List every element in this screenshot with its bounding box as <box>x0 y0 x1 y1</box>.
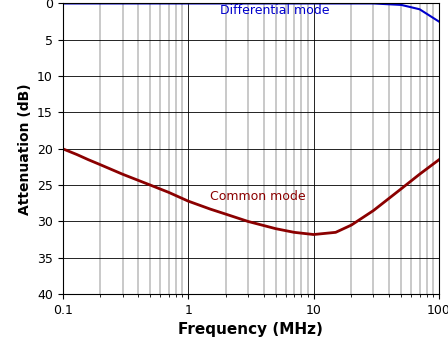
Text: Common mode: Common mode <box>210 190 306 203</box>
Text: Differential mode: Differential mode <box>220 4 330 17</box>
Y-axis label: Attenuation (dB): Attenuation (dB) <box>17 83 31 215</box>
X-axis label: Frequency (MHz): Frequency (MHz) <box>178 322 323 337</box>
